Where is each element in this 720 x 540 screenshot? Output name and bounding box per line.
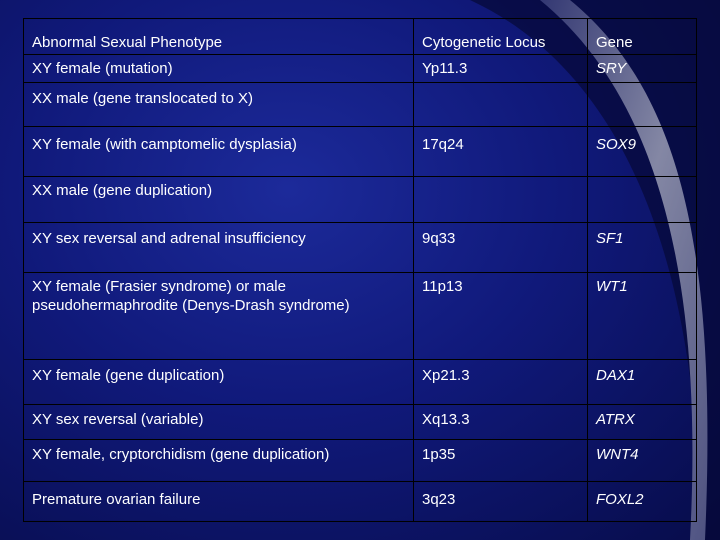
- phenotype-cell: XY female (mutation): [23, 54, 414, 83]
- locus-cell: Xq13.3: [413, 404, 588, 440]
- gene-cell: [587, 82, 697, 127]
- table-header-row: Abnormal Sexual Phenotype Cytogenetic Lo…: [23, 18, 697, 55]
- locus-cell: [413, 82, 588, 127]
- locus-cell: 17q24: [413, 126, 588, 177]
- table-row: XY sex reversal (variable) Xq13.3 ATRX: [23, 404, 697, 440]
- locus-cell: Yp11.3: [413, 54, 588, 83]
- locus-cell: 11p13: [413, 272, 588, 360]
- phenotype-cell: XY female (gene duplication): [23, 359, 414, 405]
- gene-phenotype-table: Abnormal Sexual Phenotype Cytogenetic Lo…: [23, 18, 697, 522]
- locus-cell: 1p35: [413, 439, 588, 482]
- locus-cell: Xp21.3: [413, 359, 588, 405]
- phenotype-cell: XY sex reversal and adrenal insufficienc…: [23, 222, 414, 273]
- table-row: XY female (Frasier syndrome) or male pse…: [23, 272, 697, 360]
- phenotype-cell: XY female (with camptomelic dysplasia): [23, 126, 414, 177]
- locus-cell: 3q23: [413, 481, 588, 522]
- phenotype-cell: Premature ovarian failure: [23, 481, 414, 522]
- table-row: XY sex reversal and adrenal insufficienc…: [23, 222, 697, 273]
- gene-cell: SOX9: [587, 126, 697, 177]
- locus-cell: 9q33: [413, 222, 588, 273]
- table-row: XY female (gene duplication) Xp21.3 DAX1: [23, 359, 697, 405]
- table-row: XY female (with camptomelic dysplasia) 1…: [23, 126, 697, 177]
- gene-cell: SF1: [587, 222, 697, 273]
- phenotype-cell: XX male (gene duplication): [23, 176, 414, 223]
- phenotype-cell: XY female (Frasier syndrome) or male pse…: [23, 272, 414, 360]
- table-row: XX male (gene duplication): [23, 176, 697, 223]
- table-row: Premature ovarian failure 3q23 FOXL2: [23, 481, 697, 522]
- phenotype-cell: XY female, cryptorchidism (gene duplicat…: [23, 439, 414, 482]
- gene-cell: DAX1: [587, 359, 697, 405]
- gene-cell: ATRX: [587, 404, 697, 440]
- header-phenotype: Abnormal Sexual Phenotype: [23, 18, 414, 55]
- header-gene: Gene: [587, 18, 697, 55]
- phenotype-cell: XX male (gene translocated to X): [23, 82, 414, 127]
- gene-cell: FOXL2: [587, 481, 697, 522]
- phenotype-cell: XY sex reversal (variable): [23, 404, 414, 440]
- gene-cell: WNT4: [587, 439, 697, 482]
- table-row: XX male (gene translocated to X): [23, 82, 697, 127]
- table-row: XY female (mutation) Yp11.3 SRY: [23, 54, 697, 83]
- gene-cell: [587, 176, 697, 223]
- table-row: XY female, cryptorchidism (gene duplicat…: [23, 439, 697, 482]
- gene-cell: WT1: [587, 272, 697, 360]
- header-locus: Cytogenetic Locus: [413, 18, 588, 55]
- gene-cell: SRY: [587, 54, 697, 83]
- locus-cell: [413, 176, 588, 223]
